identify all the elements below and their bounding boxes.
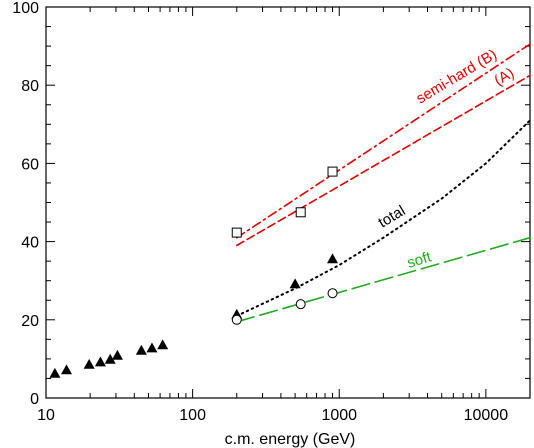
circle-point [327, 288, 338, 299]
triangle-point [104, 353, 116, 364]
x-tick-label: 10000 [464, 407, 509, 424]
y-tick-label: 80 [21, 78, 39, 95]
square-point [231, 227, 242, 238]
triangle-point [135, 344, 147, 355]
x-tick-label: 1000 [321, 407, 357, 424]
y-tick-label: 20 [21, 313, 39, 330]
curve-a [236, 74, 531, 247]
triangle-point [61, 364, 73, 375]
square-point [327, 166, 338, 177]
y-tick-label: 60 [21, 156, 39, 173]
y-tick-label: 0 [30, 391, 39, 408]
curve-soft [236, 236, 531, 323]
triangle-point [157, 339, 169, 350]
label-semi-hard-b: semi-hard (B) [413, 46, 500, 107]
triangle-point [94, 356, 106, 367]
circle-point [295, 299, 306, 310]
curve-total [235, 119, 531, 317]
y-tick-label: 100 [12, 0, 39, 17]
triangle-point [49, 367, 61, 378]
triangle-point [327, 253, 339, 264]
triangle-point [146, 342, 158, 353]
label-total: total [375, 202, 408, 231]
x-tick-label: 10 [37, 407, 55, 424]
tick-labels: 0 20 40 60 80 100 10 100 1000 10000 [12, 0, 508, 424]
curve-semi-hard-b [236, 43, 531, 239]
x-axis-title: c.m. energy (GeV) [225, 431, 356, 448]
curve-labels: semi-hard (B) (A) total soft [375, 46, 517, 272]
curves [235, 43, 531, 323]
circle-point [231, 314, 242, 325]
x-tick-label: 100 [179, 407, 206, 424]
triangle-point [289, 278, 301, 289]
triangle-point [83, 358, 95, 369]
square-point [295, 207, 306, 218]
label-soft: soft [405, 248, 434, 272]
data-points [49, 166, 339, 378]
y-tick-label: 40 [21, 235, 39, 252]
triangle-point [111, 349, 123, 360]
